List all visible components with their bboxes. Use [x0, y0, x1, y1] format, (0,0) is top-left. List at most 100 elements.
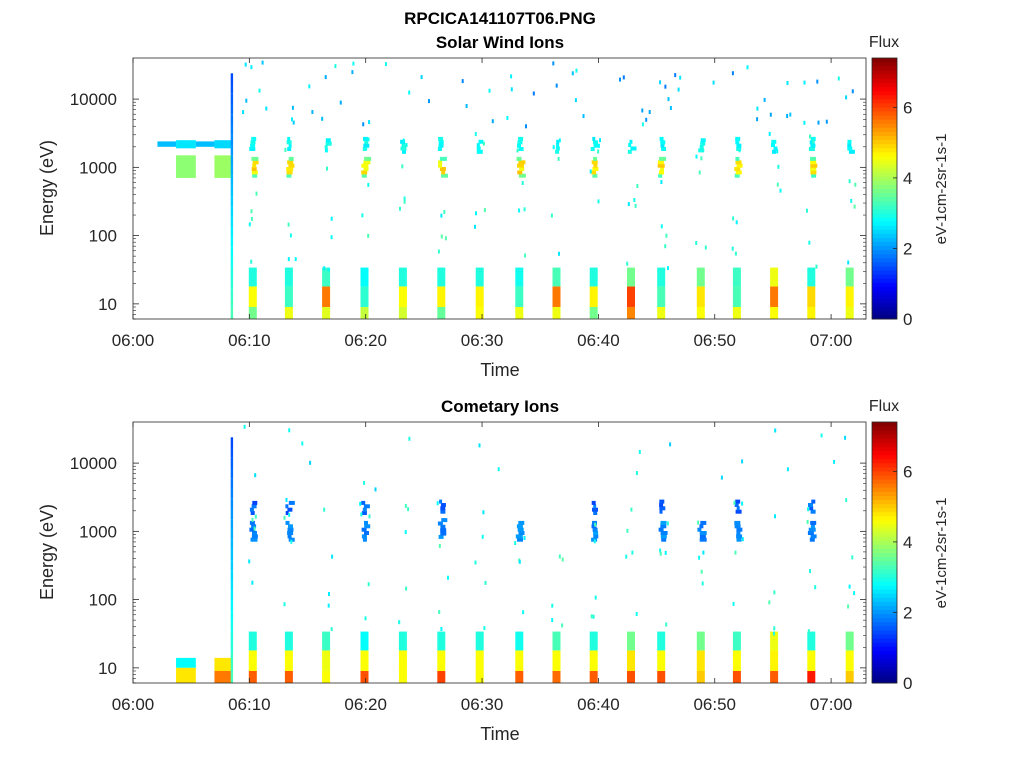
flux-low-cluster	[519, 167, 525, 171]
colorbar-swatch	[872, 225, 897, 230]
flux-low-cluster	[440, 528, 447, 533]
flux-floor-bin	[627, 286, 635, 307]
flux-scatter	[806, 208, 808, 213]
flux-high-cluster	[593, 511, 598, 515]
plot-background	[133, 422, 866, 683]
flux-scatter	[552, 61, 555, 66]
flux-high-cluster	[808, 147, 815, 151]
colorbar-swatch	[872, 143, 897, 149]
flux-scatter	[844, 435, 847, 440]
flux-scatter	[287, 222, 290, 227]
flux-scatter	[330, 216, 333, 221]
flux-low-cluster	[699, 537, 707, 542]
flux-low-cluster	[735, 160, 742, 165]
colorbar-swatch	[872, 78, 897, 83]
flux-scatter	[481, 534, 484, 539]
flux-scatter	[741, 537, 744, 542]
flux-scatter	[561, 557, 564, 562]
colorbar-swatch	[872, 102, 897, 108]
colorbar-swatch	[872, 483, 897, 488]
flux-scatter	[510, 87, 513, 92]
flux-scatter	[645, 117, 648, 122]
flux-high-cluster	[593, 504, 597, 509]
colorbar-swatch	[872, 131, 897, 136]
flux-high-cluster	[288, 143, 292, 148]
flux-low-cluster	[249, 527, 256, 532]
flux-scatter	[695, 241, 698, 245]
flux-scatter	[712, 80, 715, 85]
flux-scatter	[558, 138, 561, 143]
flux-high-cluster	[592, 507, 598, 512]
colorbar-swatch	[872, 601, 897, 607]
flux-patch	[195, 141, 215, 147]
flux-spike	[230, 206, 234, 217]
flux-scatter	[768, 600, 771, 605]
flux-low-cluster	[364, 156, 372, 161]
flux-scatter	[251, 517, 254, 522]
flux-floor-bin	[552, 267, 561, 287]
flux-high-cluster	[362, 507, 367, 512]
flux-floor-bin	[475, 267, 484, 287]
flux-scatter	[773, 626, 776, 631]
flux-scatter	[635, 612, 638, 616]
flux-floor-bin	[696, 286, 705, 307]
flux-scatter	[734, 251, 737, 256]
colorbar-frame	[871, 57, 898, 320]
flux-scatter	[633, 198, 636, 202]
plot-background	[133, 58, 866, 319]
flux-scatter	[571, 71, 574, 76]
flux-scatter	[626, 261, 629, 266]
flux-high-cluster	[402, 149, 406, 154]
flux-floor-bin	[248, 286, 257, 307]
flux-scatter	[478, 443, 481, 448]
flux-floor-bin	[657, 306, 666, 319]
flux-spike	[230, 73, 234, 84]
panel-title: Cometary Ions	[441, 397, 559, 416]
flux-scatter	[398, 620, 401, 625]
flux-scatter	[294, 257, 297, 262]
flux-scatter	[731, 246, 734, 251]
flux-low-cluster	[361, 163, 369, 168]
flux-spike	[230, 103, 234, 115]
flux-patch	[214, 670, 232, 683]
colorbar-tick-label: 6	[903, 98, 912, 117]
flux-high-cluster	[810, 509, 816, 514]
flux-spike	[230, 519, 234, 530]
flux-spike	[230, 457, 234, 468]
colorbar-swatch	[872, 115, 897, 120]
flux-high-cluster	[363, 143, 370, 148]
flux-high-cluster	[324, 145, 328, 149]
flux-low-cluster	[700, 520, 707, 525]
flux-scatter	[769, 112, 772, 117]
flux-low-cluster	[699, 524, 704, 529]
colorbar-swatch	[872, 422, 897, 427]
flux-spike	[230, 134, 234, 145]
flux-scatter	[250, 65, 253, 70]
flux-floor-bin	[360, 670, 369, 683]
flux-low-cluster	[809, 537, 815, 542]
flux-scatter	[557, 156, 560, 161]
flux-scatter	[243, 424, 246, 429]
colorbar-swatch	[872, 634, 897, 639]
flux-scatter	[420, 75, 423, 80]
flux-high-cluster	[401, 143, 408, 148]
flux-high-cluster	[250, 140, 256, 145]
colorbar-swatch	[872, 151, 897, 157]
flux-scatter	[523, 536, 526, 540]
flux-high-cluster	[439, 499, 443, 504]
flux-scatter	[845, 498, 848, 503]
flux-scatter	[817, 120, 820, 125]
flux-scatter	[440, 627, 443, 631]
flux-spike	[230, 467, 234, 479]
flux-scatter	[255, 191, 258, 196]
flux-scatter	[697, 520, 700, 525]
flux-scatter	[698, 170, 701, 175]
flux-scatter	[589, 169, 592, 174]
flux-high-cluster	[324, 148, 328, 153]
flux-scatter	[669, 106, 672, 110]
flux-spike	[230, 267, 234, 279]
flux-scatter	[592, 614, 595, 619]
flux-scatter	[254, 514, 257, 519]
flux-scatter	[853, 204, 856, 209]
colorbar-swatch	[872, 650, 897, 655]
